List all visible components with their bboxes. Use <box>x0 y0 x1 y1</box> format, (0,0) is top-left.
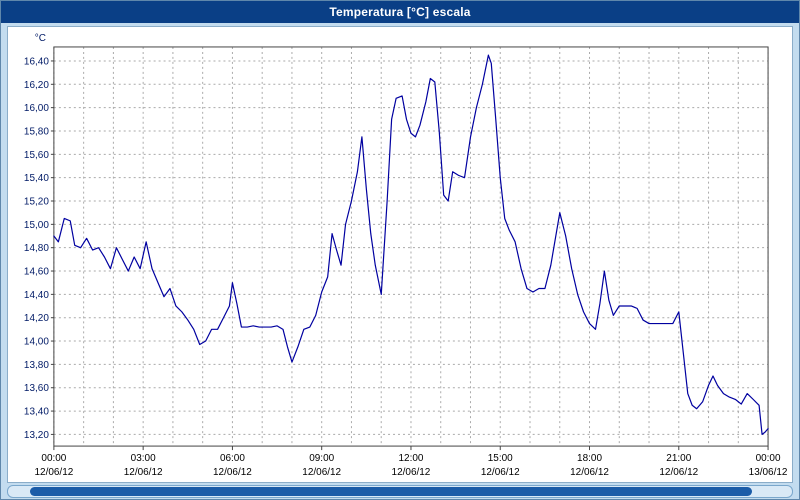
chart-title-bar: Temperatura [°C] escala <box>1 1 799 23</box>
svg-text:14,80: 14,80 <box>24 243 49 254</box>
svg-text:15,00: 15,00 <box>24 220 49 231</box>
svg-text:14,00: 14,00 <box>24 337 49 348</box>
svg-text:12:00: 12:00 <box>398 453 423 464</box>
svg-text:03:00: 03:00 <box>131 453 156 464</box>
svg-text:15,60: 15,60 <box>24 150 49 161</box>
svg-text:15:00: 15:00 <box>488 453 513 464</box>
svg-text:00:00: 00:00 <box>756 453 781 464</box>
svg-text:12/06/12: 12/06/12 <box>34 467 73 478</box>
svg-text:12/06/12: 12/06/12 <box>659 467 698 478</box>
svg-text:14,40: 14,40 <box>24 290 49 301</box>
svg-text:00:00: 00:00 <box>41 453 66 464</box>
svg-text:16,40: 16,40 <box>24 56 49 67</box>
svg-text:06:00: 06:00 <box>220 453 245 464</box>
svg-text:12/06/12: 12/06/12 <box>392 467 431 478</box>
chart-title: Temperatura [°C] escala <box>329 5 471 19</box>
temperature-line-chart: 16,40 16,20 16,00 15,80 15,60 15,40 15,20 15,00… <box>24 33 788 478</box>
chart-area: 16,40 16,20 16,00 15,80 15,60 15,40 15,20 15,00… <box>7 26 793 483</box>
svg-text:12/06/12: 12/06/12 <box>124 467 163 478</box>
svg-text:12/06/12: 12/06/12 <box>302 467 341 478</box>
svg-text:14,20: 14,20 <box>24 313 49 324</box>
svg-text:16,00: 16,00 <box>24 103 49 114</box>
svg-text:13,60: 13,60 <box>24 383 49 394</box>
svg-text:12/06/12: 12/06/12 <box>213 467 252 478</box>
svg-text:16,20: 16,20 <box>24 80 49 91</box>
svg-text:21:00: 21:00 <box>666 453 691 464</box>
svg-text:13,40: 13,40 <box>24 407 49 418</box>
svg-text:12/06/12: 12/06/12 <box>570 467 609 478</box>
svg-text:12/06/12: 12/06/12 <box>481 467 520 478</box>
svg-text:15,20: 15,20 <box>24 196 49 207</box>
svg-text:14,60: 14,60 <box>24 267 49 278</box>
svg-text:18:00: 18:00 <box>577 453 602 464</box>
svg-text:13,20: 13,20 <box>24 430 49 441</box>
svg-text:15,80: 15,80 <box>24 126 49 137</box>
horizontal-scrollbar[interactable] <box>7 485 793 498</box>
svg-text:13/06/12: 13/06/12 <box>749 467 788 478</box>
svg-text:°C: °C <box>35 33 46 44</box>
svg-text:13,80: 13,80 <box>24 360 49 371</box>
svg-text:15,40: 15,40 <box>24 173 49 184</box>
svg-text:09:00: 09:00 <box>309 453 334 464</box>
scrollbar-thumb[interactable] <box>30 487 752 496</box>
